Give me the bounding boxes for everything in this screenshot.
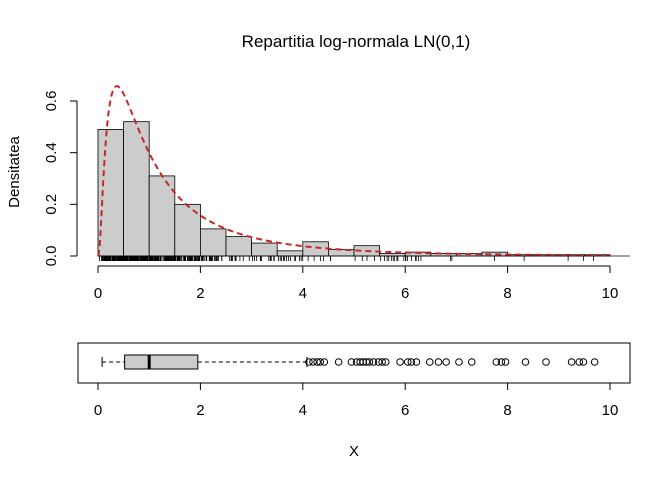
boxplot [101, 354, 599, 370]
x-tick-label: 0 [94, 285, 102, 302]
x-tick-label: 8 [503, 285, 511, 302]
outlier-point [590, 358, 599, 366]
x-tick-label: 4 [299, 285, 307, 302]
outlier-point [365, 358, 374, 366]
histogram-bar [199, 228, 227, 257]
y-axis-label: Densitatea [6, 135, 23, 207]
boxplot-x-tick-label: 0 [94, 402, 102, 419]
y-tick-label: 0.4 [43, 142, 60, 163]
histogram-bar [302, 241, 329, 257]
outlier-point [309, 358, 317, 366]
outlier-point [305, 358, 313, 366]
box-iqr [124, 354, 199, 370]
outlier-point [442, 358, 450, 366]
outlier-point [313, 358, 321, 366]
boxplot-x-tick-label: 10 [602, 402, 619, 419]
histogram-bar [123, 121, 150, 257]
outlier-point [521, 358, 530, 366]
outlier-point [407, 358, 416, 366]
outlier-point [492, 358, 501, 366]
boxplot-x-tick-label: 8 [503, 402, 511, 419]
outlier-point [567, 358, 576, 366]
outlier-point [575, 358, 584, 366]
outlier-point [374, 358, 383, 366]
outlier-point [434, 358, 443, 366]
histogram-bar [148, 175, 176, 257]
boxplot-x-tick-label: 6 [401, 402, 409, 419]
outlier-point [467, 358, 476, 366]
y-tick-label: 0.6 [43, 91, 60, 112]
outlier-point [378, 358, 386, 366]
outlier-point [425, 358, 434, 366]
outlier-point [381, 358, 390, 366]
outlier-point [412, 358, 421, 366]
outlier-point [501, 358, 510, 366]
outlier-point [497, 358, 506, 366]
outlier-point [334, 358, 343, 366]
boxplot-x-tick-label: 2 [196, 402, 204, 419]
y-tick-label: 0.2 [43, 194, 60, 215]
x-tick-label: 6 [401, 285, 409, 302]
histogram-x-axis: 0 2 4 6 8 10 [94, 255, 630, 302]
outlier-point [347, 358, 356, 366]
outlier-point [396, 358, 404, 366]
y-tick-label: 0.0 [43, 246, 60, 267]
rug-marks [99, 256, 594, 261]
histogram-bars [97, 121, 611, 257]
x-tick-label: 2 [196, 285, 204, 302]
outlier-point [320, 358, 329, 366]
x-axis-label: X [349, 443, 359, 460]
x-tick-label: 10 [602, 285, 619, 302]
outlier-point [542, 358, 550, 366]
boxplot-x-tick-label: 4 [299, 402, 307, 419]
histogram-bar [251, 242, 278, 257]
boxplot-x-axis: 0 2 4 6 8 10 [94, 382, 619, 419]
chart-title: Repartitia log-normala LN(0,1) [242, 32, 471, 51]
histogram-y-axis: 0.0 0.2 0.4 0.6 [43, 91, 78, 267]
outlier-point [579, 358, 588, 366]
outlier-point [455, 358, 463, 366]
outlier-point [362, 358, 371, 366]
outlier-point [316, 358, 325, 366]
outlier-point [369, 358, 378, 366]
outlier-point [403, 358, 412, 366]
histogram-bar [225, 236, 253, 257]
histogram-bar [276, 250, 304, 257]
